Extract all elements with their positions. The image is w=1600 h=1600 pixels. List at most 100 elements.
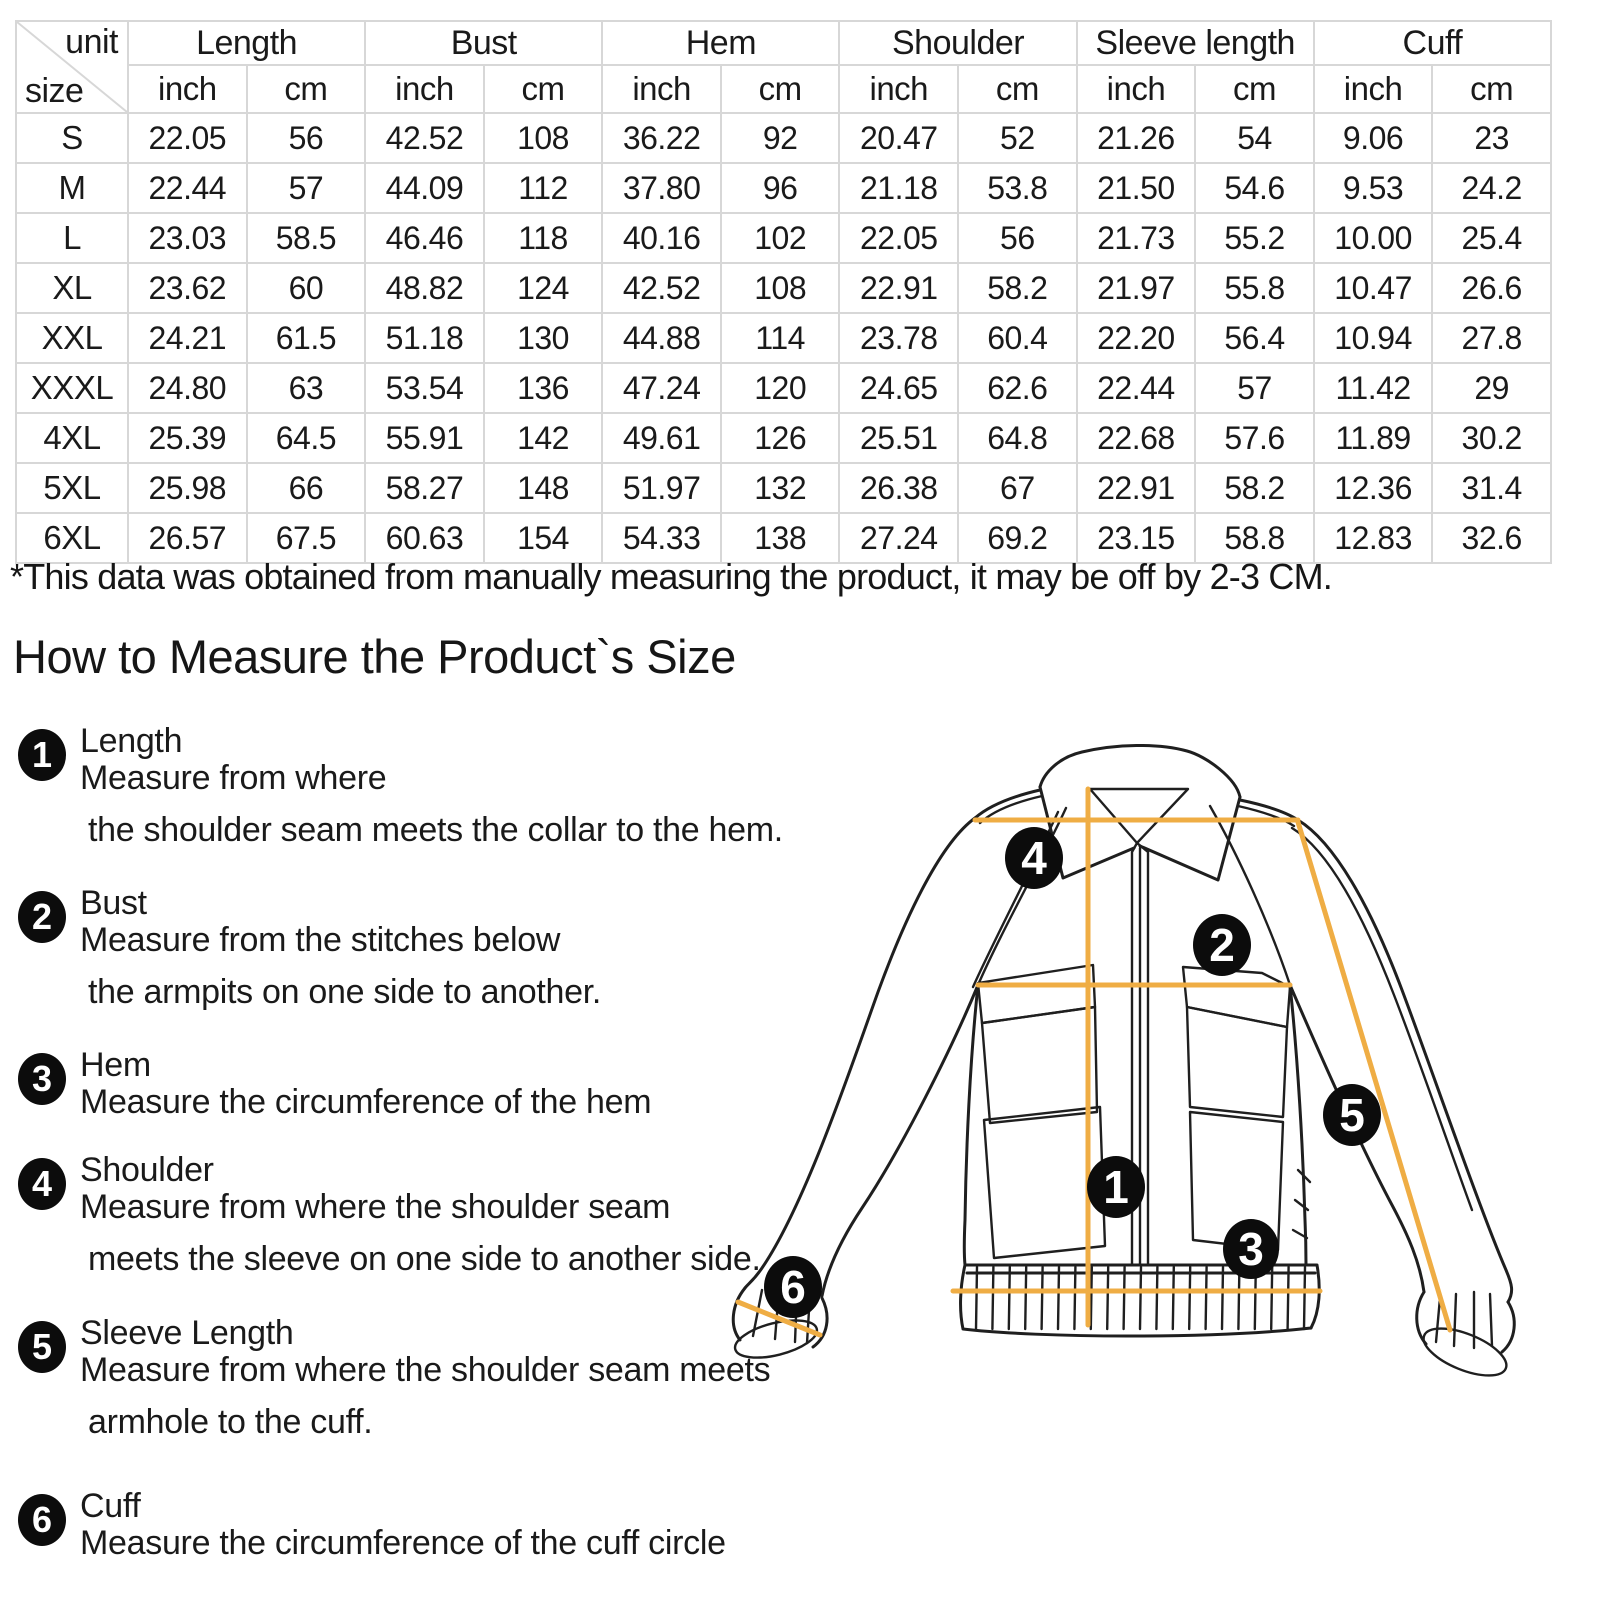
diagram-marker-3: 3 <box>1223 1219 1279 1279</box>
jacket-collar-wing-right <box>1138 795 1242 882</box>
diagram-marker-2: 2 <box>1193 914 1251 976</box>
jacket-shoulder-left <box>973 788 1042 820</box>
value-cell: 96 <box>719 162 841 214</box>
value-cell: 21.73 <box>1075 212 1197 264</box>
value-cell: 21.50 <box>1075 162 1197 214</box>
value-cell: 10.00 <box>1312 212 1434 264</box>
value-cell: 42.52 <box>364 112 485 164</box>
jacket-raglan-seam-left <box>976 806 1068 987</box>
value-cell: 58.5 <box>245 212 367 264</box>
value-cell: 57.6 <box>1194 412 1315 464</box>
value-cell: 10.94 <box>1312 312 1434 364</box>
value-cell: 22.05 <box>838 212 960 264</box>
jacket-cuff-left <box>731 1286 829 1349</box>
value-cell: 24.80 <box>127 362 248 414</box>
instruction-title: Shoulder <box>80 1151 214 1189</box>
value-cell: 54 <box>1194 112 1315 164</box>
instruction-text: Measure from where <box>80 759 387 797</box>
value-cell: 12.36 <box>1312 462 1434 514</box>
corner-size-label: size <box>25 72 84 110</box>
value-cell: 124 <box>482 262 604 314</box>
unit-header: cm <box>957 64 1078 114</box>
value-cell: 67.5 <box>245 512 367 564</box>
value-cell: 136 <box>482 362 604 414</box>
value-cell: 64.5 <box>245 412 367 464</box>
value-cell: 44.88 <box>601 312 722 364</box>
value-cell: 108 <box>719 262 841 314</box>
unit-header: cm <box>719 64 841 114</box>
instruction-title: Hem <box>80 1046 151 1084</box>
value-cell: 102 <box>719 212 841 264</box>
value-cell: 57 <box>1194 362 1315 414</box>
value-cell: 60.4 <box>957 312 1078 364</box>
size-cell: 6XL <box>15 512 129 564</box>
value-cell: 23 <box>1431 112 1552 164</box>
value-cell: 114 <box>719 312 841 364</box>
value-cell: 31.4 <box>1431 462 1552 514</box>
table-row: 6XL 26.57 67.5 60.63 154 54.33 138 27.24 69.2 23.… <box>15 512 1552 564</box>
value-cell: 55.91 <box>364 412 485 464</box>
marker-3-label: 3 <box>1238 1223 1264 1275</box>
table-row: 4XL 25.39 64.5 55.91 142 49.61 126 25.51 64.8 22.… <box>15 412 1552 464</box>
value-cell: 21.18 <box>838 162 960 214</box>
diagram-marker-4: 4 <box>1005 827 1063 889</box>
unit-header: inch <box>364 64 485 114</box>
value-cell: 54.33 <box>601 512 722 564</box>
measure-instructions-list: 1 Length Measure from where the shoulder se… <box>0 723 830 1561</box>
instruction-text: Measure from where the shoulder seam <box>80 1188 671 1226</box>
value-cell: 46.46 <box>364 212 485 264</box>
value-cell: 24.65 <box>838 362 960 414</box>
instruction-text-block: Cuff Measure the circumference of the cuf… <box>80 1488 830 1562</box>
column-group-header: Cuff <box>1312 20 1553 66</box>
jacket-collar-wing-left <box>1038 785 1136 880</box>
value-cell: 21.97 <box>1075 262 1197 314</box>
unit-header: inch <box>127 64 248 114</box>
value-cell: 48.82 <box>364 262 485 314</box>
size-cell: 4XL <box>15 412 129 464</box>
value-cell: 23.78 <box>838 312 960 364</box>
instruction-text-block: Length Measure from where the shoulder sea… <box>80 723 830 849</box>
size-cell: XL <box>15 262 129 314</box>
jacket-shoulder-right-seam <box>1236 804 1296 828</box>
value-cell: 66 <box>245 462 367 514</box>
size-cell: S <box>15 112 129 164</box>
unit-size-corner-cell: unit size <box>15 20 129 114</box>
value-cell: 55.2 <box>1194 212 1315 264</box>
value-cell: 120 <box>719 362 841 414</box>
measurement-disclaimer: *This data was obtained from manually me… <box>10 556 1333 597</box>
value-cell: 25.98 <box>127 462 248 514</box>
jacket-neck-opening <box>1088 787 1190 845</box>
instruction-title: Sleeve Length <box>80 1314 294 1352</box>
value-cell: 44.09 <box>364 162 485 214</box>
jacket-cuff-right <box>1415 1290 1516 1354</box>
instruction-title: Bust <box>80 884 147 922</box>
size-cell: XXXL <box>15 362 129 414</box>
jacket-collar-outline <box>1038 743 1242 799</box>
value-cell: 64.8 <box>957 412 1078 464</box>
unit-header: cm <box>245 64 367 114</box>
jacket-body-left <box>962 983 980 1267</box>
value-cell: 27.24 <box>838 512 960 564</box>
table-row: XL 23.62 60 48.82 124 42.52 108 22.91 58.2 21.97 5… <box>15 262 1552 314</box>
instruction-text-block: Sleeve Length Measure from where the shou… <box>80 1314 830 1441</box>
size-cell: 5XL <box>15 462 129 514</box>
table-row: XXXL 24.80 63 53.54 136 47.24 120 24.65 62.6 22.4… <box>15 362 1552 414</box>
measure-instruction-hem: 3 Hem Measure the circumference of the hem <box>0 1047 830 1120</box>
value-cell: 54.6 <box>1194 162 1315 214</box>
value-cell: 53.54 <box>364 362 485 414</box>
jacket-raglan-seam-right <box>1208 804 1292 987</box>
value-cell: 25.51 <box>838 412 960 464</box>
value-cell: 154 <box>482 512 604 564</box>
marker-4-label: 4 <box>1021 832 1047 884</box>
jacket-sleeve-right-inner <box>1288 983 1426 1294</box>
value-cell: 92 <box>719 112 841 164</box>
value-cell: 61.5 <box>245 312 367 364</box>
table-row: M 22.44 57 44.09 112 37.80 96 21.18 53.8 21.50 54.… <box>15 162 1552 214</box>
jacket-pocket-left <box>980 1005 1099 1125</box>
value-cell: 26.38 <box>838 462 960 514</box>
value-cell: 22.91 <box>1075 462 1197 514</box>
measure-instruction-cuff: 6 Cuff Measure the circumference of the cu… <box>0 1488 830 1561</box>
instruction-text: meets the sleeve on one side to another … <box>88 1240 761 1278</box>
size-chart-table: unit size Length Bust Hem Shoulder Sleeve le… <box>15 20 1553 564</box>
value-cell: 25.4 <box>1431 212 1552 264</box>
